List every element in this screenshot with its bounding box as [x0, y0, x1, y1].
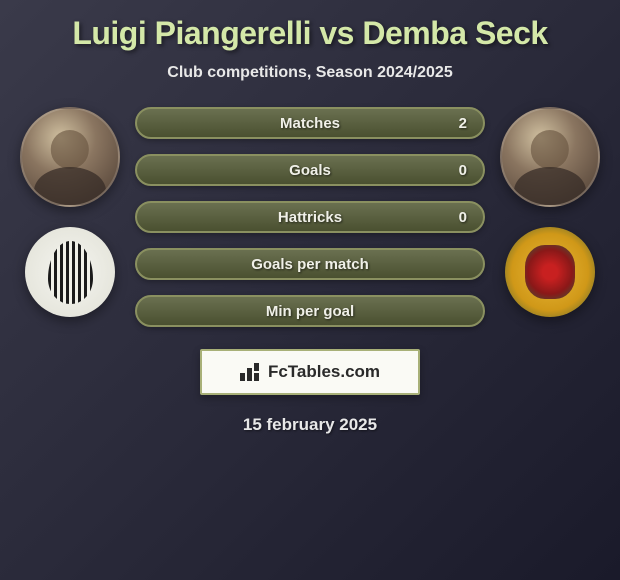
stat-row-min-per-goal: Min per goal [135, 295, 485, 327]
player-right-photo [500, 107, 600, 207]
brand-box: FcTables.com [200, 349, 420, 395]
club-left-logo [25, 227, 115, 317]
club-right-logo [505, 227, 595, 317]
page-title: Luigi Piangerelli vs Demba Seck [10, 15, 610, 52]
stat-row-hattricks: Hattricks 0 [135, 201, 485, 233]
stat-row-matches: Matches 2 [135, 107, 485, 139]
content-row: Matches 2 Goals 0 Hattricks 0 Goals per … [10, 107, 610, 327]
player-right-column [495, 107, 605, 317]
stats-column: Matches 2 Goals 0 Hattricks 0 Goals per … [125, 107, 495, 327]
stat-row-goals: Goals 0 [135, 154, 485, 186]
stat-label: Min per goal [266, 303, 354, 320]
stat-right-value: 0 [459, 162, 467, 179]
player-left-column [15, 107, 125, 317]
bar-chart-icon [240, 363, 262, 381]
date-text: 15 february 2025 [10, 415, 610, 435]
stat-label: Goals per match [251, 256, 369, 273]
brand-text: FcTables.com [268, 362, 380, 382]
subtitle: Club competitions, Season 2024/2025 [10, 64, 610, 82]
stat-label: Hattricks [278, 209, 342, 226]
comparison-card: Luigi Piangerelli vs Demba Seck Club com… [0, 0, 620, 450]
stat-row-goals-per-match: Goals per match [135, 248, 485, 280]
stat-right-value: 0 [459, 209, 467, 226]
player-left-photo [20, 107, 120, 207]
stat-right-value: 2 [459, 115, 467, 132]
stat-label: Goals [289, 162, 331, 179]
stat-label: Matches [280, 115, 340, 132]
